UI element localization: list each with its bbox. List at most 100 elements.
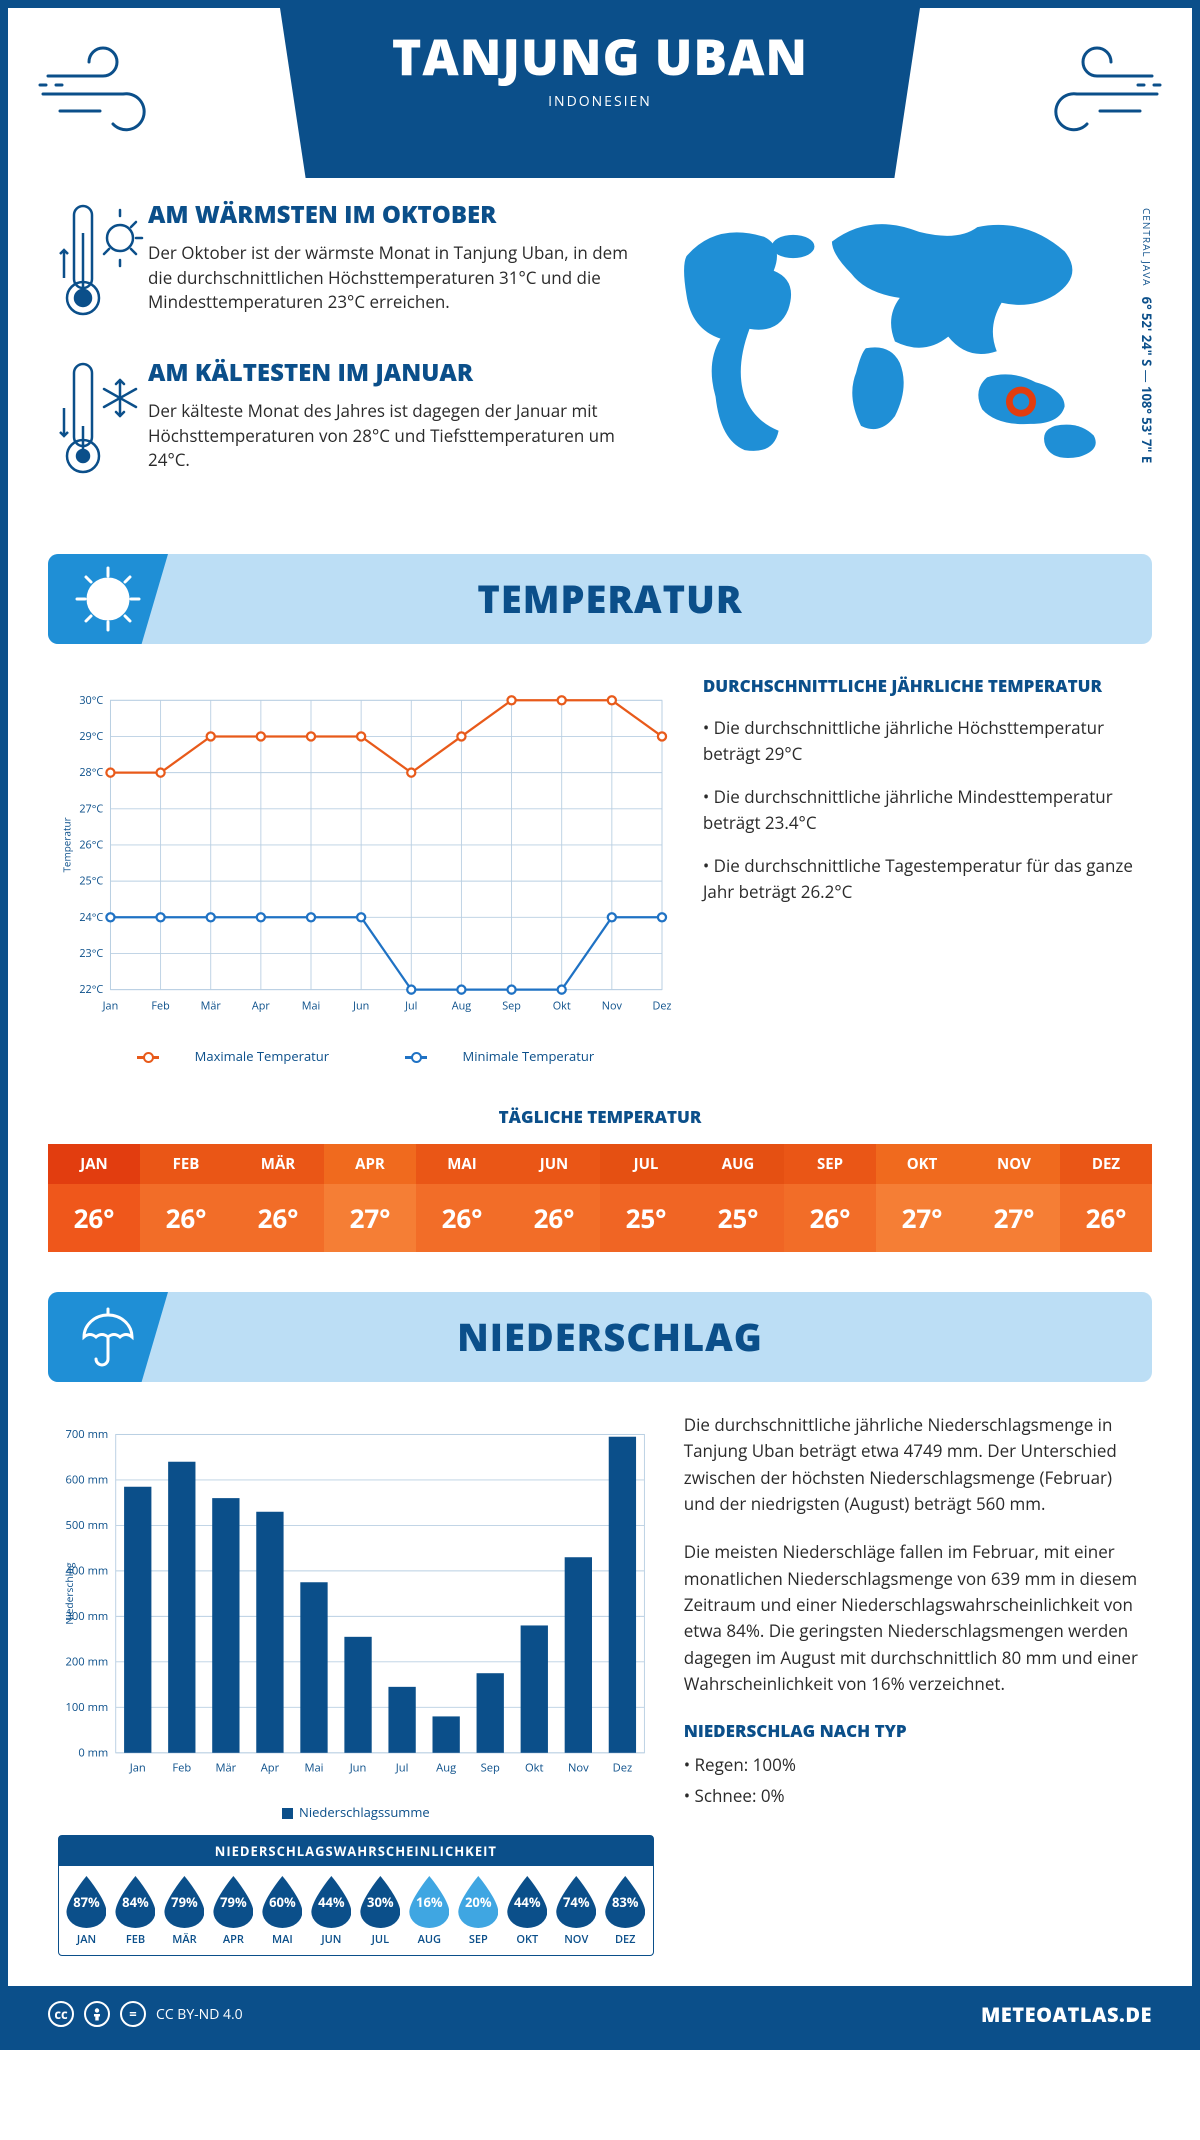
daily-month-header: AUG [692, 1144, 784, 1184]
coldest-block: AM KÄLTESTEN IM JANUAR Der kälteste Mona… [58, 356, 638, 486]
banner-tab-umbrella [48, 1292, 168, 1382]
coords-sep: — [1138, 370, 1156, 383]
temperature-section-title: TEMPERATUR [168, 573, 1152, 625]
precipitation-bar-chart: 0 mm100 mm200 mm300 mm400 mm500 mm600 mm… [58, 1412, 654, 1792]
drop-icon: 83% [605, 1876, 645, 1928]
drop-icon: 16% [409, 1876, 449, 1928]
daily-temp-value: 26° [140, 1184, 232, 1252]
svg-text:25°C: 25°C [79, 874, 103, 889]
probability-month: NOV [553, 1932, 600, 1947]
svg-text:Jan: Jan [129, 1760, 146, 1775]
title-ribbon: TANJUNG UBAN INDONESIEN [280, 8, 920, 178]
footer-left: cc = CC BY-ND 4.0 [48, 2001, 243, 2027]
svg-text:Nov: Nov [568, 1760, 589, 1775]
daily-month-header: JUL [600, 1144, 692, 1184]
thermometer-snow-icon [58, 356, 148, 486]
license-text: CC BY-ND 4.0 [156, 2005, 243, 2024]
probability-month: JUN [308, 1932, 355, 1947]
daily-month-header: APR [324, 1144, 416, 1184]
probability-row: 87%JAN84%FEB79%MÄR79%APR60%MAI44%JUN30%J… [59, 1866, 653, 1955]
precip-type-rain: • Regen: 100% [684, 1752, 1142, 1778]
svg-text:Niederschlag: Niederschlag [62, 1562, 76, 1624]
daily-temp-value: 26° [784, 1184, 876, 1252]
probability-month: DEZ [602, 1932, 649, 1947]
drop-icon: 74% [556, 1876, 596, 1928]
svg-text:Apr: Apr [252, 999, 270, 1014]
daily-month-header: FEB [140, 1144, 232, 1184]
daily-temp-value: 26° [508, 1184, 600, 1252]
footer-site: METEOATLAS.DE [981, 2001, 1152, 2028]
daily-temp-value: 27° [876, 1184, 968, 1252]
probability-month: OKT [504, 1932, 551, 1947]
svg-text:Mai: Mai [304, 1760, 323, 1775]
precipitation-section-title: NIEDERSCHLAG [168, 1311, 1152, 1363]
svg-text:Sep: Sep [502, 999, 521, 1014]
svg-text:Dez: Dez [613, 1760, 633, 1775]
info-column: AM WÄRMSTEN IM OKTOBER Der Oktober ist d… [58, 198, 638, 514]
svg-text:Aug: Aug [452, 999, 471, 1014]
probability-cell: 79%APR [210, 1876, 257, 1947]
probability-box: NIEDERSCHLAGSWAHRSCHEINLICHKEIT 87%JAN84… [58, 1835, 654, 1956]
probability-month: MAI [259, 1932, 306, 1947]
temperature-legend: Maximale Temperatur Minimale Temperatur [58, 1047, 673, 1065]
daily-temp-value: 26° [48, 1184, 140, 1252]
sun-icon [73, 564, 143, 634]
svg-text:500 mm: 500 mm [66, 1518, 109, 1533]
daily-temp-value: 25° [600, 1184, 692, 1252]
svg-text:Mär: Mär [201, 999, 222, 1014]
svg-text:Feb: Feb [151, 999, 170, 1014]
daily-temp-value: 26° [416, 1184, 508, 1252]
svg-text:Okt: Okt [553, 999, 571, 1014]
probability-month: APR [210, 1932, 257, 1947]
daily-temp-title: TÄGLICHE TEMPERATUR [8, 1105, 1192, 1128]
temperature-banner: TEMPERATUR [48, 554, 1152, 644]
precip-legend-label: Niederschlagssumme [299, 1803, 430, 1821]
umbrella-icon [72, 1301, 144, 1373]
warmest-text: Der Oktober ist der wärmste Monat in Tan… [148, 241, 638, 315]
coords-lat: 6° 52' 24" S [1138, 297, 1156, 367]
infographic-frame: TANJUNG UBAN INDONESIEN [0, 0, 1200, 2050]
probability-title: NIEDERSCHLAGSWAHRSCHEINLICHKEIT [59, 1836, 653, 1866]
precip-para-2: Die meisten Niederschläge fallen im Febr… [684, 1539, 1142, 1697]
svg-text:Jan: Jan [102, 999, 119, 1014]
coords-region: CENTRAL JAVA [1140, 208, 1154, 287]
drop-icon: 44% [311, 1876, 351, 1928]
precip-type-title: NIEDERSCHLAG NACH TYP [684, 1719, 1142, 1742]
legend-min: Minimale Temperatur [463, 1047, 595, 1065]
probability-month: JAN [63, 1932, 110, 1947]
daily-temperature-table: JANFEBMÄRAPRMAIJUNJULAUGSEPOKTNOVDEZ26°2… [48, 1144, 1152, 1252]
svg-text:Jul: Jul [395, 1760, 409, 1775]
svg-text:30°C: 30°C [79, 693, 103, 708]
svg-text:700 mm: 700 mm [66, 1427, 109, 1442]
svg-text:Nov: Nov [602, 999, 623, 1014]
drop-icon: 84% [115, 1876, 155, 1928]
wind-icon-right [1032, 36, 1162, 136]
banner-tab-sun [48, 554, 168, 644]
svg-text:Jun: Jun [349, 1760, 367, 1775]
daily-month-header: OKT [876, 1144, 968, 1184]
daily-month-header: SEP [784, 1144, 876, 1184]
precip-para-1: Die durchschnittliche jährliche Niedersc… [684, 1412, 1142, 1517]
temp-fact-3: • Die durchschnittliche Tagestemperatur … [703, 853, 1142, 904]
probability-cell: 84%FEB [112, 1876, 159, 1947]
world-map-icon [638, 198, 1142, 489]
daily-temp-value: 26° [232, 1184, 324, 1252]
svg-text:0 mm: 0 mm [78, 1746, 108, 1761]
probability-cell: 83% DEZ [602, 1876, 649, 1947]
by-icon [84, 2001, 110, 2027]
probability-cell: 74% NOV [553, 1876, 600, 1947]
svg-text:24°C: 24°C [79, 910, 103, 925]
daily-month-header: DEZ [1060, 1144, 1152, 1184]
svg-text:Mär: Mär [215, 1760, 236, 1775]
precip-type-snow: • Schnee: 0% [684, 1783, 1142, 1809]
daily-month-header: MAI [416, 1144, 508, 1184]
svg-text:Jun: Jun [352, 999, 369, 1014]
precipitation-legend: Niederschlagssumme [58, 1803, 654, 1821]
cc-icon: cc [48, 2001, 74, 2027]
precipitation-banner: NIEDERSCHLAG [48, 1292, 1152, 1382]
map-column: CENTRAL JAVA 6° 52' 24" S — 108° 53' 7" … [638, 198, 1142, 514]
wind-icon-left [38, 36, 168, 136]
coords-lon: 108° 53' 7" E [1138, 386, 1156, 463]
svg-text:26°C: 26°C [79, 838, 103, 853]
probability-cell: 60%MAI [259, 1876, 306, 1947]
